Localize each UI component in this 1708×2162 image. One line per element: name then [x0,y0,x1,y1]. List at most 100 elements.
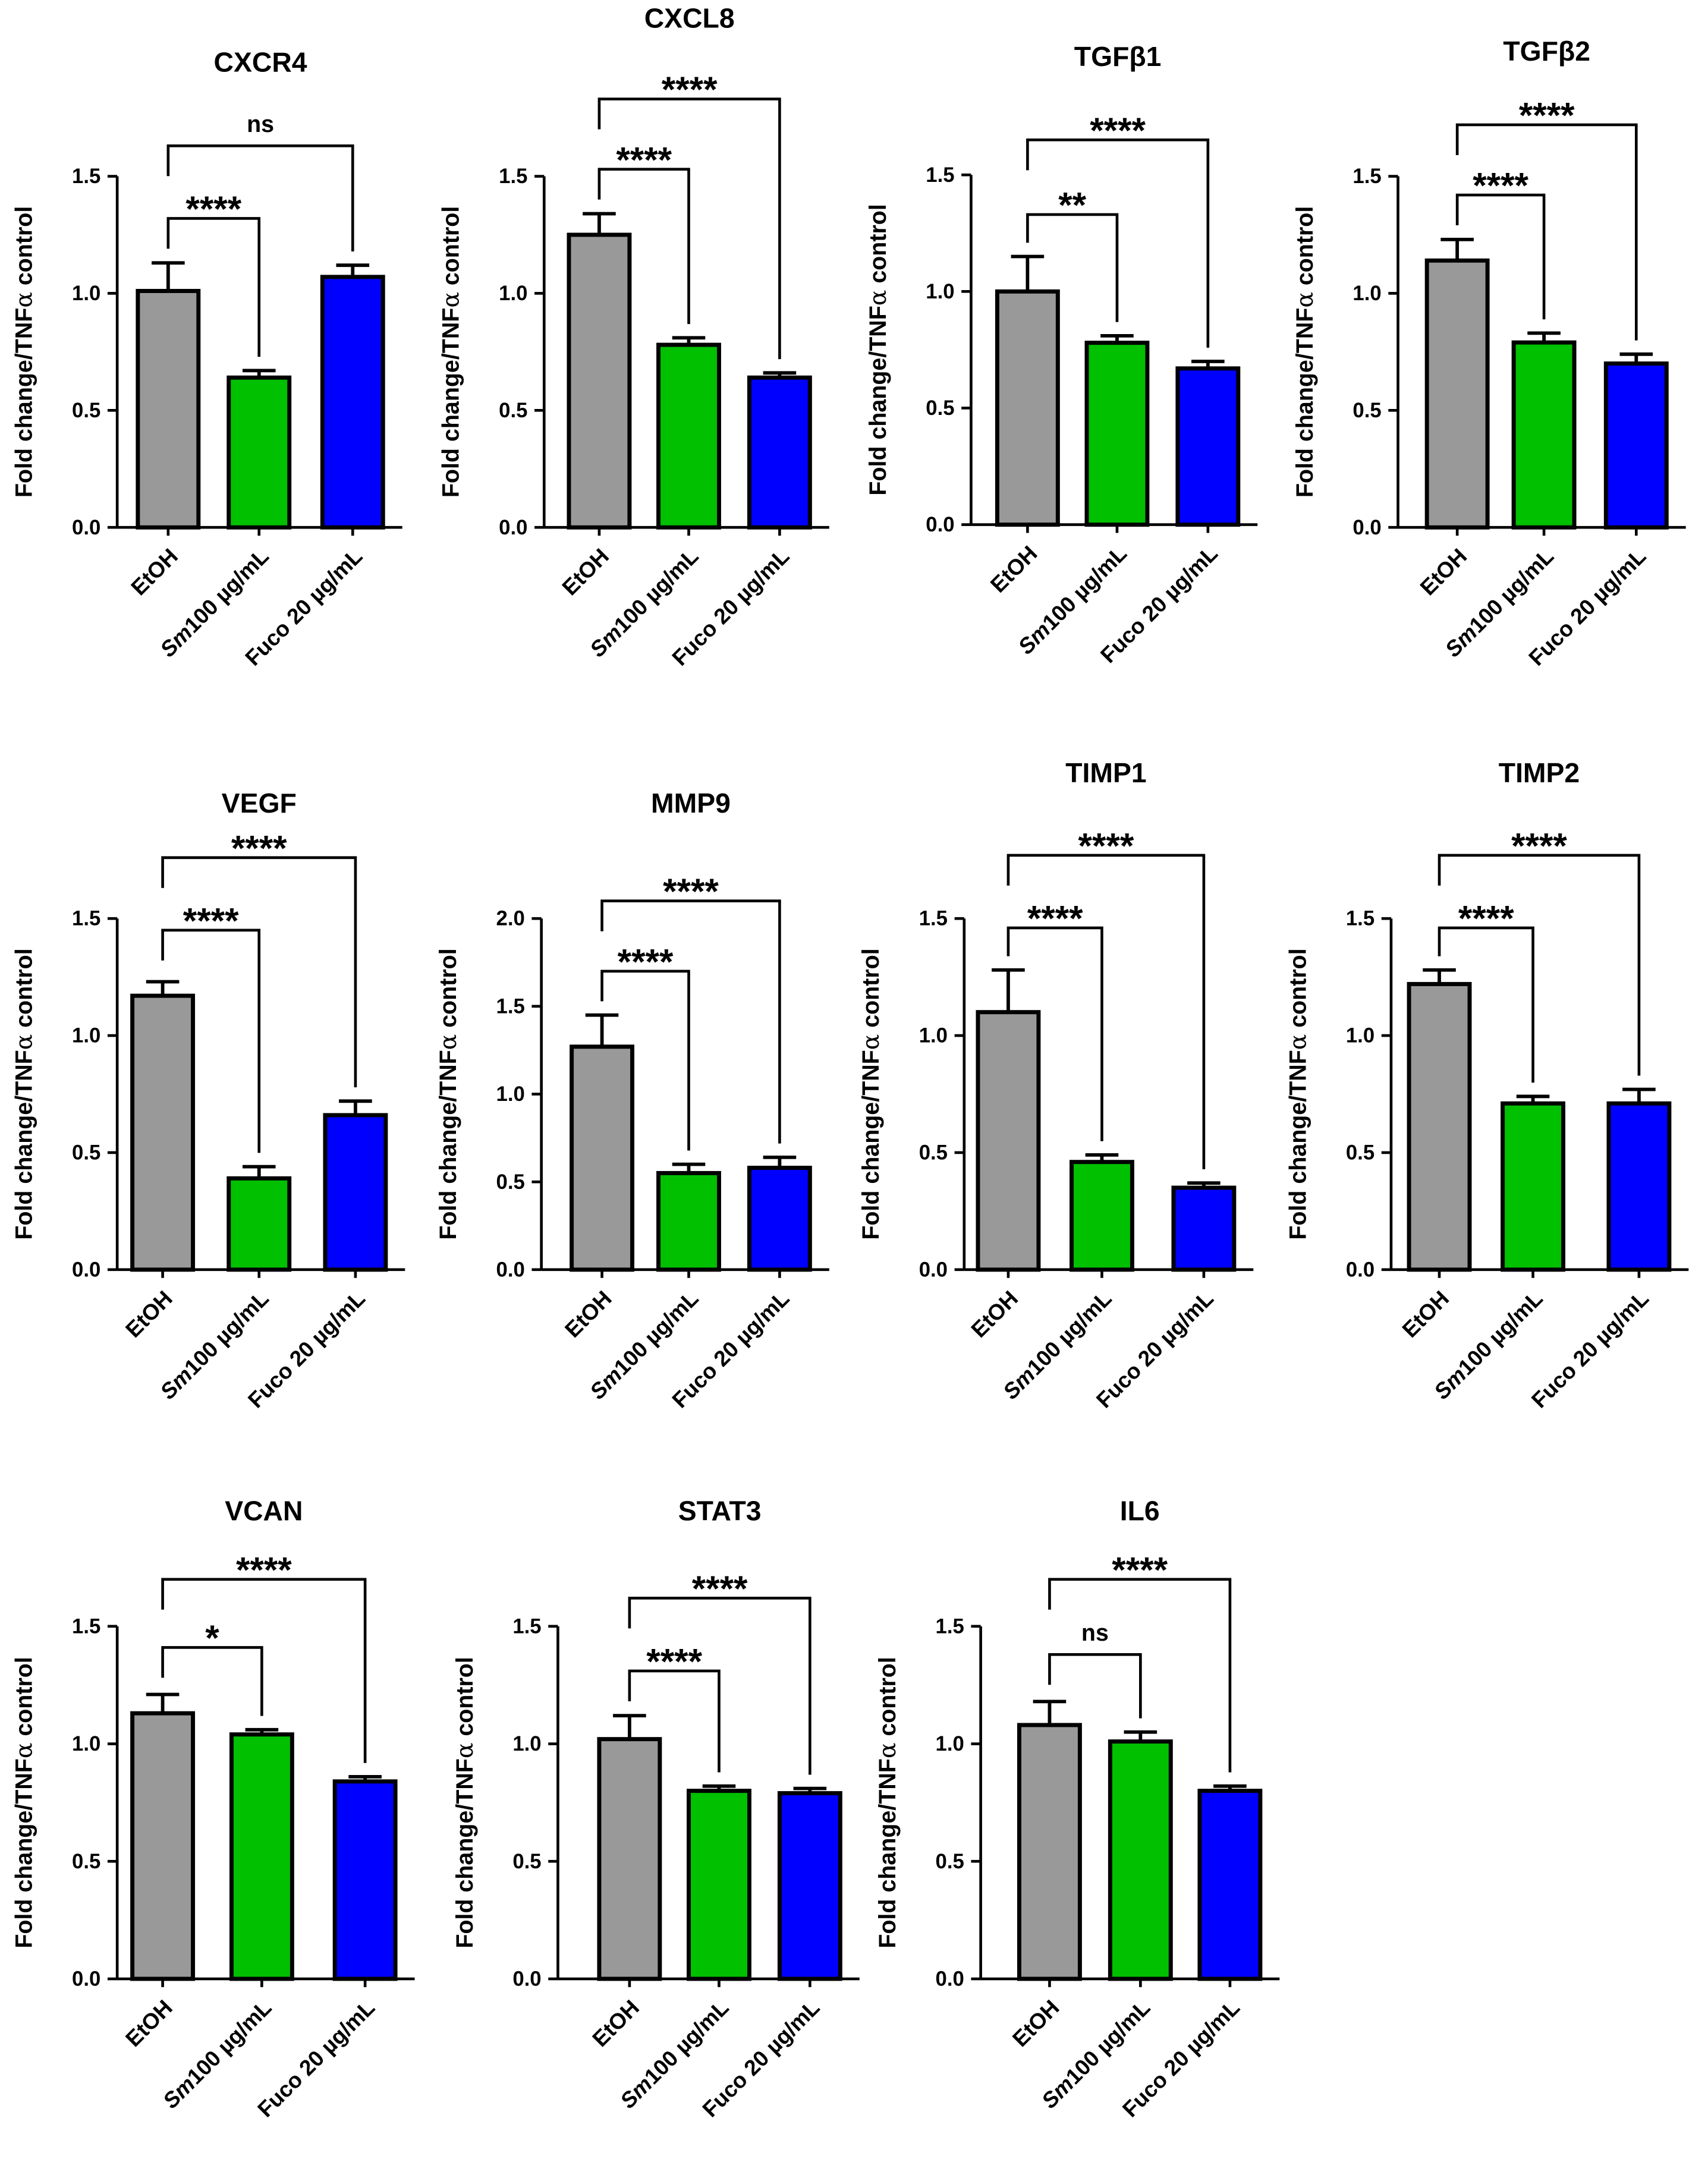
x-tick-label-text: EtOH [587,1995,644,2051]
significance-label: **** [231,827,287,868]
chart-panel-STAT3: STAT3 0.0 0.5 1.0 1.5 Fold change/TNFα contro… [451,1495,860,2122]
chart-title: VEGF [222,788,297,819]
y-axis-label-suffix: control [438,206,464,292]
bar-1 [656,342,721,530]
y-tick-label: 1.5 [1352,165,1381,188]
x-tick-label: EtOH [560,1286,616,1342]
x-tick-label: EtOH [126,543,183,600]
y-tick-label: 1.5 [919,908,948,930]
y-tick-label: 0.0 [919,1258,948,1281]
y-tick-label: 0.0 [926,514,954,536]
y-axis-label-greek: α [451,1743,479,1759]
bar-2 [1606,1101,1672,1272]
y-tick-label: 1.5 [936,1615,964,1638]
y-axis-label-suffix: control [435,948,461,1034]
significance-label: **** [662,69,718,109]
bar-0 [597,1737,662,1981]
significance-bracket [1455,193,1546,320]
bar-2 [777,1791,842,1981]
significance-label: * [205,1617,219,1658]
y-axis-label-text: Fold change/TNF [11,308,37,498]
chart-panel-TGFβ2: TGFβ2 0.0 0.5 1.0 1.5 Fold change/TNFα contro… [1291,36,1686,671]
chart-panel-CXCL8: CXCL8 0.0 0.5 1.0 1.5 Fold change/TNFα contro… [438,2,829,671]
bar-1 [1108,1739,1173,1981]
bar-2 [1603,361,1669,530]
x-tick-label-text: 100 µg/mL [609,1286,703,1380]
chart-panel-IL6: IL6 0.0 0.5 1.0 1.5 Fold change/TNFα control E… [874,1495,1280,2122]
bar-0 [567,232,632,530]
x-tick-label: EtOH [121,1995,177,2051]
significance-label: **** [185,188,241,229]
y-tick-label: 0.0 [72,1968,100,1990]
bar-1 [229,1732,294,1981]
bar-0 [570,1044,635,1272]
y-tick-label: 1.0 [499,282,527,305]
y-tick-label: 1.5 [512,1615,541,1638]
significance-label: **** [1027,898,1083,939]
significance-label: **** [1112,1549,1168,1590]
y-tick-label: 1.0 [512,1733,541,1755]
x-tick-label-text: 100 µg/mL [1037,541,1131,635]
y-tick-label: 0.5 [499,399,527,422]
significance-bracket [161,1578,367,1763]
significance-bracket [600,899,781,1144]
x-tick-label-text: EtOH [1415,543,1471,600]
y-tick-label: 1.0 [72,1733,100,1755]
y-axis-label-text: Fold change/TNF [858,1050,884,1239]
significance-label: **** [1519,95,1575,136]
x-tick-label-text: EtOH [985,541,1042,597]
x-tick-label-text: EtOH [966,1286,1023,1342]
bar-0 [1017,1723,1082,1981]
x-tick-label: EtOH [1397,1286,1454,1342]
y-axis-label: Fold change/TNFα control [864,204,892,495]
y-axis-label-suffix: control [11,1657,37,1742]
bar-0 [976,1010,1041,1272]
y-axis-label-greek: α [874,1743,901,1759]
significance-label: **** [1078,825,1134,866]
bar-0 [1407,981,1472,1272]
y-axis-label-text: Fold change/TNF [438,308,464,498]
y-tick-label: 0.5 [72,399,100,422]
y-axis-label-text: Fold change/TNF [1285,1050,1311,1239]
y-axis-label-greek: α [11,1034,38,1050]
significance-label: **** [183,900,239,940]
significance-label: **** [616,139,672,180]
chart-title: MMP9 [651,788,731,819]
x-tick-label-text: 100 µg/mL [182,1995,276,2089]
significance-label: ns [1081,1620,1109,1646]
significance-bracket [1006,926,1103,1141]
chart-panel-TIMP2: TIMP2 0.0 0.5 1.0 1.5 Fold change/TNFα contro… [1284,757,1689,1412]
y-axis-label-text: Fold change/TNF [11,1050,37,1239]
y-tick-label: 0.0 [72,517,100,539]
bar-2 [1197,1789,1263,1981]
y-tick-label: 0.0 [499,517,527,539]
chart-title: TGFβ1 [1074,41,1162,72]
bar-0 [130,1711,196,1981]
x-tick-label: EtOH [1415,543,1471,600]
y-axis-label-text: Fold change/TNF [452,1758,478,1948]
significance-bracket [1026,139,1210,348]
bar-0 [136,289,201,530]
significance-bracket [161,1646,263,1716]
chart-panel-TIMP1: TIMP1 0.0 0.5 1.0 1.5 Fold change/TNFα contro… [857,757,1254,1412]
significance-bracket [1006,854,1206,1169]
y-tick-label: 1.5 [926,164,954,187]
chart-panel-MMP9: MMP9 0.0 0.5 1.0 1.5 2.0 Fold change/TNFα cont… [435,788,829,1412]
y-tick-label: 1.5 [72,165,100,188]
x-tick-label-text: EtOH [121,1995,177,2051]
y-axis-label-text: Fold change/TNF [1292,308,1318,498]
x-tick-label-text: 100 µg/mL [1453,1286,1547,1380]
y-axis-label: Fold change/TNFα control [1291,206,1319,498]
bar-0 [1424,258,1490,530]
y-axis-label-suffix: control [452,1657,478,1742]
chart-title: IL6 [1120,1495,1160,1526]
y-axis-label-suffix: control [11,206,37,292]
x-tick-label-text: 100 µg/mL [1061,1995,1155,2089]
y-tick-label: 1.0 [72,282,100,305]
bar-2 [320,275,385,530]
y-axis-label: Fold change/TNFα control [11,206,38,498]
x-tick-label-text: EtOH [557,543,614,600]
y-axis-label-suffix: control [858,948,884,1034]
significance-bracket [628,1669,721,1773]
y-tick-label: 1.5 [72,1615,100,1638]
